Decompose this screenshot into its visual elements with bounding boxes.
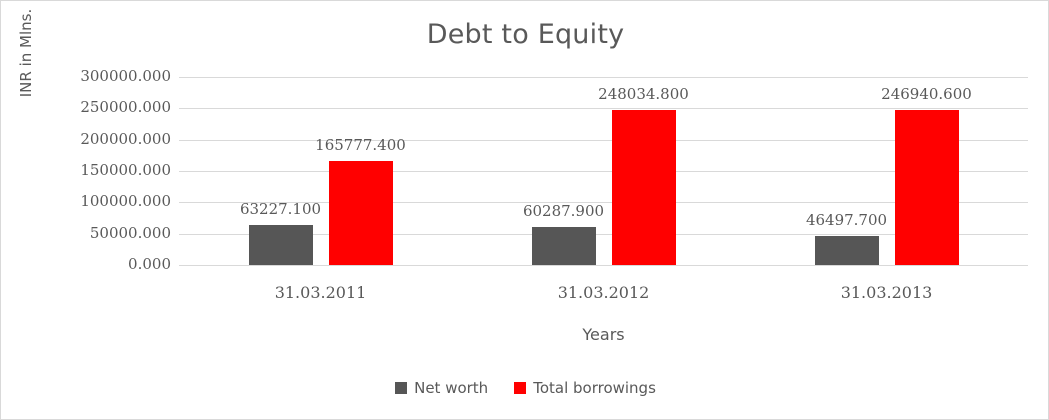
y-axis-tick-labels: 300000.000 250000.000 200000.000 150000.000… <box>51 67 171 273</box>
y-axis-tick-label: 300000.000 <box>80 67 171 85</box>
y-axis-tick-label: 250000.000 <box>80 98 171 117</box>
legend-item-net-worth[interactable]: Net worth <box>395 379 488 397</box>
plot-area: 63227.100 165777.400 60287.900 248034.800 46… <box>179 77 1028 266</box>
gridline <box>179 202 1028 204</box>
gridline <box>179 77 1028 78</box>
y-axis-tick-label: 150000.000 <box>80 161 171 179</box>
chart-title: Debt to Equity <box>426 19 625 50</box>
y-axis-tick-label: 100000.000 <box>80 192 171 211</box>
bar-net-worth[interactable] <box>248 225 313 265</box>
x-axis-category-label: 31.03.2011 <box>274 283 367 302</box>
legend-swatch-icon <box>395 382 408 394</box>
legend-swatch-icon <box>514 382 527 394</box>
gridline <box>179 171 1028 172</box>
x-axis-category-label: 31.03.2012 <box>557 283 650 302</box>
bar-total-borrowings[interactable] <box>894 110 959 265</box>
bar-net-worth[interactable] <box>531 227 596 265</box>
bar-value-label: 63227.100 <box>239 200 322 219</box>
gridline <box>179 233 1028 235</box>
bar-value-label: 248034.800 <box>598 84 689 103</box>
gridline <box>179 108 1028 110</box>
bar-net-worth[interactable] <box>814 235 879 265</box>
bar-value-label: 60287.900 <box>522 202 605 221</box>
bar-value-label: 165777.400 <box>315 136 406 155</box>
legend-label: Net worth <box>414 379 489 397</box>
legend-label: Total borrowings <box>533 379 656 397</box>
gridline <box>179 139 1028 141</box>
chart-legend: Net worth Total borrowings <box>1 379 1048 397</box>
bar-total-borrowings[interactable] <box>328 161 393 265</box>
y-axis-tick-label: 50000.000 <box>89 223 171 242</box>
y-axis-tick-label: 200000.000 <box>80 129 171 148</box>
bar-total-borrowings[interactable] <box>611 109 676 265</box>
y-axis-tick-label: 0.000 <box>128 255 171 273</box>
y-axis-title: INR in Mlns. <box>17 8 35 98</box>
x-axis-category-labels: 31.03.2011 31.03.2012 31.03.2013 <box>179 283 1028 307</box>
x-axis-category-label: 31.03.2013 <box>840 283 933 302</box>
legend-item-total-borrowings[interactable]: Total borrowings <box>514 379 656 397</box>
bar-value-label: 46497.700 <box>805 210 888 229</box>
gridline <box>179 265 1028 266</box>
bar-value-label: 246940.600 <box>881 85 972 104</box>
x-axis-title: Years <box>582 325 625 344</box>
